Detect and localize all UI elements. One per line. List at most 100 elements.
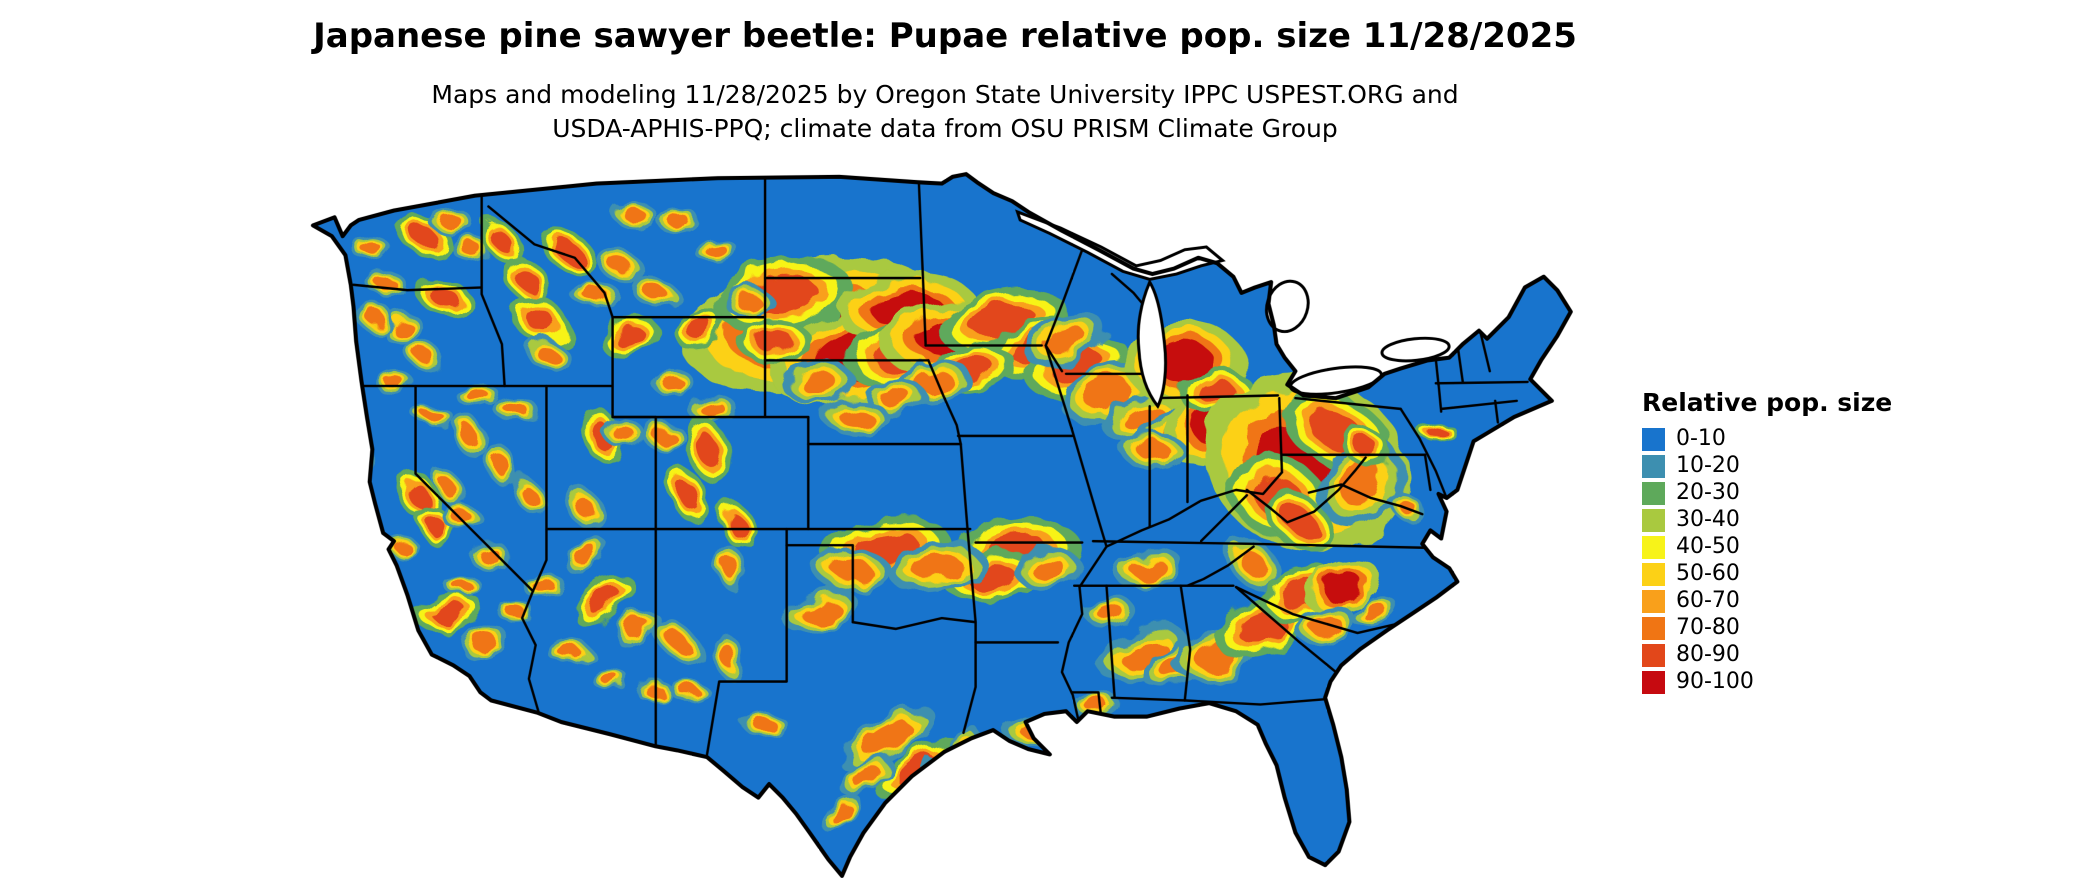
hotspot-ring [1221,735,1243,749]
hotspot-ring [915,370,953,394]
hotspot-ring [365,310,385,324]
state-border-line [1153,394,1280,400]
hotspot-ring [608,257,633,275]
legend-label: 40-50 [1676,534,1740,559]
hotspot-ring [666,213,689,227]
map-subtitle-line1: Maps and modeling 11/28/2025 by Oregon S… [431,80,1459,109]
state-border-line [1179,584,1192,702]
hotspot-ring [1242,772,1260,794]
state-border-line [1234,585,1412,635]
hotspot-ring [643,284,668,302]
hotspot-ring [1249,805,1269,830]
hotspot-ring [574,545,597,564]
hotspot-ring [735,292,760,310]
hotspot-ring [589,587,620,614]
hotspot-ring [600,673,620,685]
hotspot-ring [623,207,645,222]
state-border-line [1294,396,1402,411]
hotspot-ring [391,319,413,337]
hotspot-ring [347,410,366,435]
hotspot-ring [661,375,683,389]
hotspot-ring [1044,732,1093,755]
hotspot-ring [1237,765,1265,800]
hotspot-ring [852,765,880,787]
state-border-line [1110,696,1186,702]
state-border-line [851,616,977,631]
state-border-line [1399,407,1448,500]
hotspot-ring [1217,733,1247,752]
legend-label: 10-20 [1676,453,1740,478]
state-border-line [1091,539,1255,546]
hotspot-ring [1233,761,1268,804]
legend-item: 40-50 [1642,535,1892,559]
legend-swatch [1642,643,1665,667]
hotspot-ring [352,440,366,459]
hotspot-ring [493,455,511,476]
hotspot-ring [612,426,635,440]
hotspot-ring [407,481,430,509]
legend-item: 80-90 [1642,643,1892,667]
legend-item: 0-10 [1642,427,1892,451]
legend-swatch [1642,616,1665,640]
legend-swatch [1642,427,1665,451]
state-border-line [480,194,506,388]
population-hotspots [342,201,1455,869]
hotspot-ring [1214,731,1250,754]
hotspot-ring [491,231,513,252]
hotspot-ring [653,429,675,443]
hotspot-ring [707,245,729,260]
state-border-line [1439,399,1518,411]
hotspot-ring [347,434,370,465]
hotspot-ring [728,513,746,537]
hotspot-ring [1260,840,1280,866]
hotspot-ring [1174,710,1214,732]
hotspot-ring [513,267,540,292]
hotspot-ring [1136,439,1169,459]
legend-label: 30-40 [1676,507,1740,532]
hotspot-ring [700,400,725,418]
map-subtitle: Maps and modeling 11/28/2025 by Oregon S… [0,78,1890,146]
hotspot-ring [626,617,648,638]
legend-item: 50-60 [1642,562,1892,586]
hotspot-ring [1264,845,1276,861]
legend-swatch [1642,535,1665,559]
hotspot-ring [471,632,495,650]
hotspot-ring [1338,459,1382,505]
hotspot-ring [460,240,479,254]
hotspot-ring [1042,325,1085,353]
legend-label: 20-30 [1676,480,1740,505]
legend-label: 80-90 [1676,642,1740,667]
hotspot-ring [362,242,382,257]
legend-item: 10-20 [1642,454,1892,478]
hotspot-ring [427,516,447,539]
hotspot-ring [1198,380,1237,405]
hotspot-ring [664,629,690,653]
lake-michigan [1136,278,1168,409]
hotspot-ring [1262,842,1278,864]
legend-item: 90-100 [1642,670,1892,694]
state-border-line [1070,691,1103,718]
legend-label: 60-70 [1676,588,1740,613]
hotspot-ring [1053,736,1084,751]
hotspot-ring [1237,548,1267,578]
state-border-line [966,527,977,624]
hotspot-ring [536,345,560,365]
legend-swatch [1642,562,1665,586]
map-subtitle-line2: USDA-APHIS-PPQ; climate data from OSU PR… [552,114,1338,143]
hotspot-ring [558,645,581,659]
legend-swatch [1642,670,1665,694]
hotspot-ring [439,477,456,498]
legend-item: 30-40 [1642,508,1892,532]
legend-title: Relative pop. size [1642,388,1893,417]
map-title: Japanese pine sawyer beetle: Pupae relat… [313,16,1577,56]
hotspot-ring [802,599,839,624]
hotspot-ring [1426,425,1446,436]
hotspot-ring [349,437,368,462]
hotspot-ring [1132,559,1168,580]
state-border-line [1044,344,1108,721]
hotspot-ring [451,578,471,590]
great-lakes [1015,209,1451,409]
state-border-line [1307,483,1424,516]
state-border-line [917,182,927,347]
legend-item: 70-80 [1642,616,1892,640]
